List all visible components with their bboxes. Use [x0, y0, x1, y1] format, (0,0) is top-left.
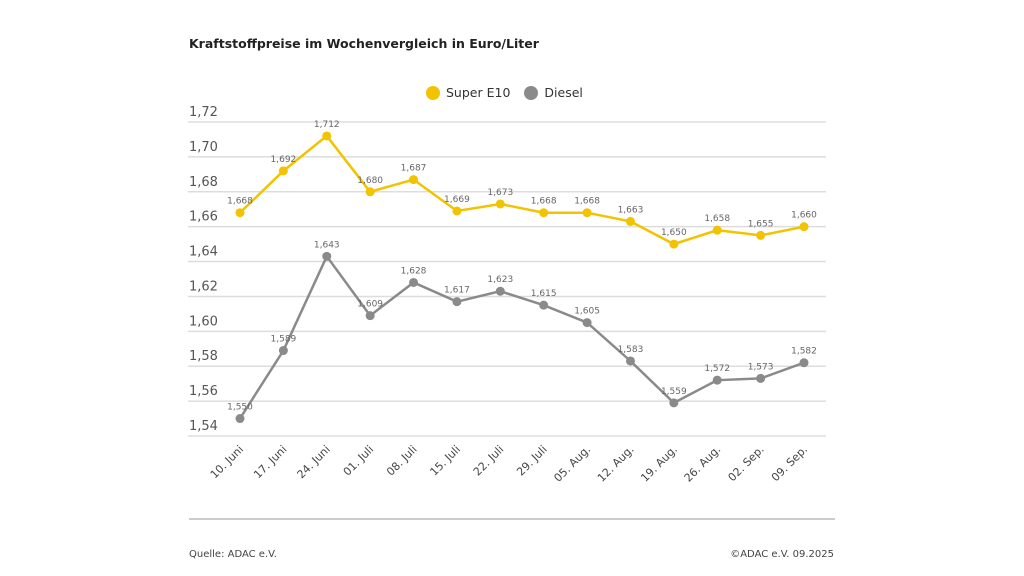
legend-item-super-e10: Super E10 — [426, 85, 510, 100]
data-point — [669, 239, 679, 249]
x-tick-label: 12. Aug. — [595, 443, 637, 485]
y-tick-label: 1,66 — [189, 210, 218, 225]
data-label: 1,605 — [574, 307, 600, 317]
y-tick-label: 1,60 — [189, 314, 218, 329]
data-point — [278, 166, 288, 176]
x-tick-label: 22. Juli — [471, 443, 507, 479]
x-tick-label: 08. Juli — [384, 443, 420, 479]
data-point — [799, 222, 809, 232]
data-point — [539, 300, 549, 310]
legend-marker-diesel — [524, 85, 539, 100]
y-tick-label: 1,56 — [189, 384, 218, 399]
legend-label: Super E10 — [446, 85, 511, 100]
data-label: 1,583 — [618, 345, 644, 355]
data-point — [322, 131, 332, 141]
data-point — [495, 199, 505, 209]
data-label: 1,628 — [401, 266, 427, 276]
x-tick-label: 26. Aug. — [682, 443, 724, 485]
y-tick-label: 1,62 — [189, 279, 218, 294]
data-label: 1,673 — [487, 188, 513, 198]
data-point — [452, 297, 462, 307]
data-label: 1,609 — [357, 300, 383, 310]
data-label: 1,668 — [574, 197, 600, 207]
y-tick-label: 1,70 — [189, 140, 218, 155]
source-note: Quelle: ADAC e.V. — [189, 549, 277, 560]
y-tick-label: 1,68 — [189, 175, 218, 190]
data-point — [756, 373, 766, 383]
data-label: 1,572 — [704, 364, 730, 374]
legend-marker-super-e10 — [426, 85, 440, 100]
data-point — [669, 398, 679, 408]
x-tick-label: 09. Sep. — [769, 443, 810, 484]
y-tick-label: 1,72 — [189, 105, 218, 120]
data-label: 1,668 — [227, 197, 253, 207]
legend-item-diesel: Diesel — [524, 85, 583, 100]
data-label: 1,669 — [444, 195, 470, 205]
data-label: 1,668 — [531, 197, 557, 207]
data-point — [495, 286, 505, 296]
data-point — [409, 175, 419, 185]
data-point — [582, 318, 592, 328]
legend: Super E10 Diesel — [426, 85, 583, 100]
x-tick-label: 19. Aug. — [638, 443, 680, 485]
data-label: 1,692 — [271, 155, 297, 165]
data-point — [799, 358, 809, 368]
data-point — [712, 375, 722, 385]
data-point — [452, 206, 462, 216]
data-point — [278, 346, 288, 356]
data-label: 1,589 — [271, 335, 297, 345]
series-line-super-e10 — [239, 134, 805, 246]
data-label: 1,623 — [487, 275, 513, 285]
x-tick-label: 29. Juli — [514, 443, 550, 479]
data-label: 1,617 — [444, 286, 470, 296]
legend-label: Diesel — [544, 85, 583, 100]
x-tick-label: 17. Juni — [251, 443, 289, 481]
data-point — [365, 311, 375, 321]
data-label: 1,658 — [704, 214, 730, 224]
data-label: 1,655 — [748, 219, 774, 229]
chart-title: Kraftstoffpreise im Wochenvergleich in E… — [189, 36, 539, 51]
data-label: 1,680 — [357, 176, 383, 186]
copyright-note: ©ADAC e.V. 09.2025 — [730, 549, 834, 560]
data-label: 1,582 — [791, 347, 817, 357]
divider — [189, 518, 835, 520]
data-label: 1,660 — [791, 211, 817, 221]
data-point — [365, 187, 375, 197]
data-point — [712, 225, 722, 235]
data-label: 1,643 — [314, 240, 340, 250]
y-tick-label: 1,54 — [189, 419, 218, 434]
data-point — [756, 230, 766, 240]
x-tick-label: 01. Juli — [341, 443, 377, 479]
data-label: 1,712 — [314, 120, 340, 130]
data-point — [582, 208, 592, 218]
data-point — [625, 356, 635, 366]
x-tick-label: 05. Aug. — [552, 443, 594, 485]
data-label: 1,663 — [618, 205, 644, 215]
data-point — [625, 216, 635, 226]
data-label: 1,687 — [401, 164, 427, 174]
y-tick-label: 1,58 — [189, 349, 218, 364]
x-tick-label: 10. Juni — [208, 443, 246, 481]
data-point — [322, 251, 332, 261]
x-tick-label: 24. Juni — [295, 443, 333, 481]
data-label: 1,559 — [661, 387, 687, 397]
data-label: 1,650 — [661, 228, 687, 238]
data-point — [539, 208, 549, 218]
data-point — [409, 277, 419, 287]
x-tick-label: 02. Sep. — [726, 443, 767, 484]
data-label: 1,615 — [531, 289, 557, 299]
y-tick-label: 1,64 — [189, 245, 218, 260]
data-point — [235, 414, 245, 424]
data-point — [235, 208, 245, 218]
data-label: 1,573 — [748, 362, 774, 372]
x-tick-label: 15. Juli — [427, 443, 463, 479]
series-line-diesel — [238, 253, 805, 420]
data-label: 1,550 — [227, 403, 253, 413]
